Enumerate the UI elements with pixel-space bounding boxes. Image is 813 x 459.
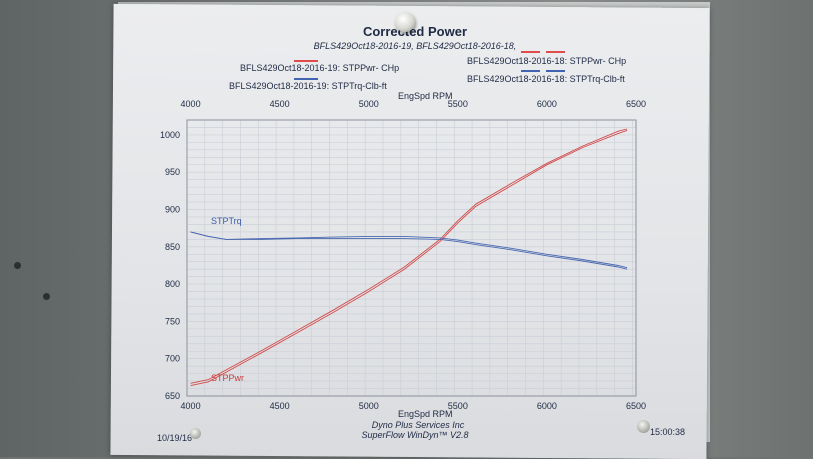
- footer-date: 10/19/16: [157, 433, 192, 443]
- y-tick-label: 900: [165, 205, 180, 215]
- y-tick-label: 800: [165, 279, 180, 289]
- x-tick-label-bottom: 4000: [181, 401, 201, 411]
- pushpin-top: [395, 12, 415, 32]
- legend-entry-19-power: BFLS429Oct18-2016-19: STPPwr- CHp: [240, 63, 399, 73]
- legend-entry-18-power: BFLS429Oct18-2016-18: STPPwr- CHp: [467, 56, 626, 66]
- footer-time: 15:00:38: [650, 427, 685, 437]
- x-tick-label-bottom: 5500: [448, 401, 468, 411]
- x-tick-label-top: 4000: [181, 99, 201, 109]
- x-tick-label-bottom: 6000: [537, 401, 557, 411]
- x-tick-label-top: 5000: [359, 99, 379, 109]
- x-tick-label-bottom: 4500: [270, 401, 290, 411]
- y-tick-label: 700: [165, 354, 180, 364]
- axis-ticks: 4000 4000 4500 4500 5000 5000 5500 5500 6000 6000…: [160, 99, 646, 411]
- plot-frame: [186, 119, 637, 397]
- chart-grid: [186, 119, 636, 397]
- legend-entry-19-torque: BFLS429Oct18-2016-19: STPTrq-Clb-ft: [229, 81, 387, 91]
- legend-entry-18-torque: BFLS429Oct18-2016-18: STPTrq-Clb-ft: [467, 74, 625, 84]
- x-axis-label-bottom: EngSpd RPM: [398, 409, 453, 419]
- y-tick-label: 850: [165, 242, 180, 252]
- y-tick-label: 950: [165, 167, 180, 177]
- chart-series: [190, 128, 628, 387]
- chart-title: Corrected Power: [363, 24, 467, 39]
- x-axis-label-top: EngSpd RPM: [398, 91, 453, 101]
- x-tick-label-top: 4500: [270, 99, 290, 109]
- x-tick-label-top: 5500: [448, 99, 468, 109]
- x-tick-label-top: 6000: [537, 99, 557, 109]
- legend-files: BFLS429Oct18-2016-19, BFLS429Oct18-2016-…: [314, 41, 517, 51]
- footer-software: SuperFlow WinDyn™ V2.8: [362, 430, 469, 440]
- footer-company: Dyno Plus Services Inc: [372, 420, 465, 430]
- y-tick-label: 1000: [160, 130, 180, 140]
- series-label-stptrq: STPTrq: [211, 216, 242, 226]
- x-tick-label-bottom: 6500: [626, 401, 646, 411]
- x-tick-label-top: 6500: [626, 99, 646, 109]
- series-line-stptrq-3: [190, 231, 628, 270]
- series-label-stppwr: STPPwr: [211, 373, 244, 383]
- pushpin-bottom-left: [190, 428, 201, 439]
- x-tick-label-bottom: 5000: [359, 401, 379, 411]
- series-line-stppwr-1: [190, 129, 628, 387]
- wall-hole: [14, 262, 21, 269]
- series-line-stptrq-2: [190, 231, 628, 269]
- y-tick-label: 750: [165, 316, 180, 326]
- y-tick-label: 650: [165, 391, 180, 401]
- pushpin-bottom-right: [637, 420, 650, 433]
- wall-hole: [43, 293, 50, 300]
- series-line-stppwr-0: [190, 128, 628, 384]
